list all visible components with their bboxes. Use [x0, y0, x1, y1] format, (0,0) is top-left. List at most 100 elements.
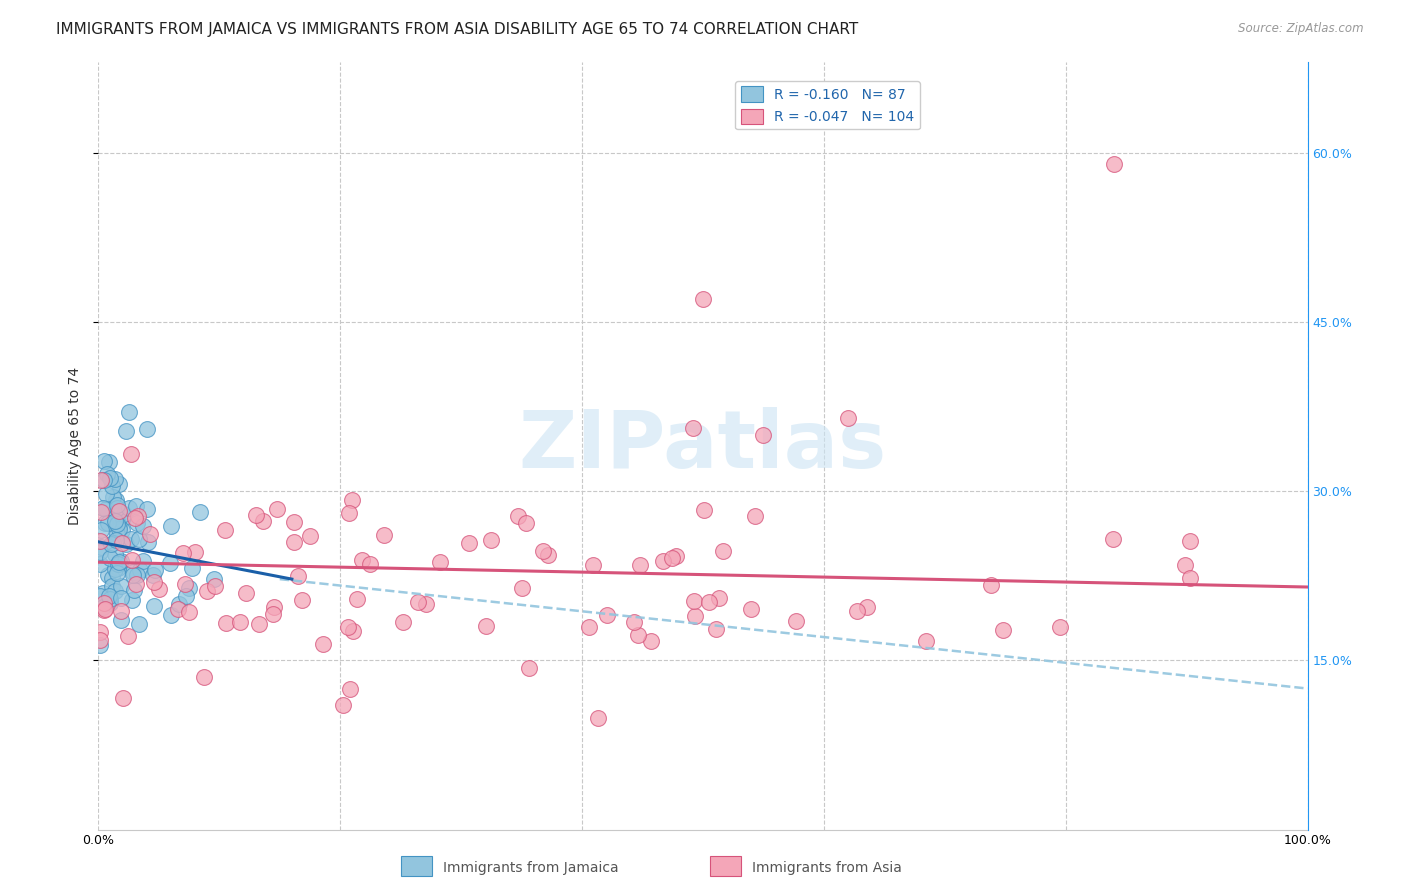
- Point: [91, 500, 114, 515]
- Point: [108, 519, 131, 533]
- Point: [160, 607, 183, 622]
- Point: [104, 583, 127, 598]
- Point: [136, 535, 159, 549]
- Point: [110, 579, 132, 593]
- Point: [652, 554, 675, 568]
- Point: [101, 571, 124, 585]
- Point: [517, 661, 540, 675]
- Point: [90, 523, 112, 537]
- Point: [98, 550, 121, 565]
- Point: [89, 632, 111, 647]
- Point: [104, 493, 127, 508]
- Point: [98, 596, 121, 610]
- Point: [392, 615, 415, 630]
- Point: [112, 691, 135, 706]
- Point: [174, 589, 197, 603]
- Point: [229, 615, 252, 629]
- Point: [142, 568, 165, 582]
- Point: [744, 508, 766, 523]
- Point: [1102, 532, 1125, 546]
- Point: [121, 593, 143, 607]
- Point: [640, 633, 662, 648]
- Point: [1178, 534, 1201, 549]
- Point: [96, 467, 118, 481]
- Y-axis label: Disability Age 65 to 74: Disability Age 65 to 74: [69, 367, 83, 525]
- Point: [537, 548, 560, 562]
- Point: [128, 616, 150, 631]
- Point: [128, 533, 150, 547]
- Point: [89, 638, 111, 652]
- Point: [105, 514, 128, 528]
- Point: [169, 598, 191, 612]
- Point: [298, 529, 321, 543]
- Point: [266, 502, 288, 516]
- Point: [337, 506, 360, 520]
- Point: [93, 473, 115, 487]
- Point: [93, 603, 115, 617]
- Point: [97, 568, 120, 582]
- Point: [90, 541, 112, 555]
- Point: [628, 558, 651, 573]
- Point: [346, 591, 368, 606]
- Point: [845, 604, 868, 618]
- Point: [89, 545, 111, 559]
- Point: [697, 595, 720, 609]
- Point: [90, 473, 112, 487]
- Point: [107, 555, 129, 569]
- Point: [148, 582, 170, 597]
- Point: [89, 533, 111, 548]
- Point: [685, 609, 707, 624]
- Point: [118, 405, 141, 419]
- Point: [159, 556, 181, 570]
- Point: [110, 591, 132, 605]
- Point: [184, 544, 207, 558]
- Point: [785, 614, 807, 628]
- Point: [692, 293, 714, 307]
- Point: [105, 533, 128, 547]
- Point: [89, 557, 111, 571]
- Point: [105, 501, 128, 516]
- Point: [118, 500, 141, 515]
- Point: [94, 516, 117, 530]
- Point: [336, 620, 359, 634]
- Point: [108, 477, 131, 491]
- Point: [115, 537, 138, 551]
- Point: [110, 554, 132, 568]
- Point: [1049, 619, 1071, 633]
- Point: [693, 502, 716, 516]
- Point: [177, 581, 200, 595]
- Point: [94, 502, 117, 516]
- Point: [160, 518, 183, 533]
- Point: [129, 563, 152, 577]
- Point: [506, 508, 529, 523]
- Point: [515, 516, 537, 531]
- Point: [120, 447, 142, 461]
- Point: [283, 516, 305, 530]
- Point: [142, 574, 165, 589]
- Text: Source: ZipAtlas.com: Source: ZipAtlas.com: [1239, 22, 1364, 36]
- Point: [105, 517, 128, 532]
- Point: [596, 608, 619, 623]
- Point: [578, 620, 600, 634]
- Point: [752, 427, 775, 442]
- Point: [711, 544, 734, 558]
- Point: [89, 624, 111, 639]
- Point: [110, 613, 132, 627]
- Point: [202, 573, 225, 587]
- Point: [174, 576, 197, 591]
- Point: [111, 523, 134, 537]
- Point: [740, 602, 762, 616]
- Point: [91, 586, 114, 600]
- Point: [215, 615, 238, 630]
- Point: [105, 498, 128, 512]
- Point: [510, 582, 533, 596]
- Point: [124, 582, 146, 597]
- Point: [283, 535, 305, 549]
- Point: [138, 527, 160, 541]
- Point: [114, 424, 136, 438]
- Point: [332, 698, 354, 712]
- Point: [167, 601, 190, 615]
- Point: [103, 562, 125, 576]
- Point: [91, 600, 114, 615]
- Point: [100, 537, 122, 551]
